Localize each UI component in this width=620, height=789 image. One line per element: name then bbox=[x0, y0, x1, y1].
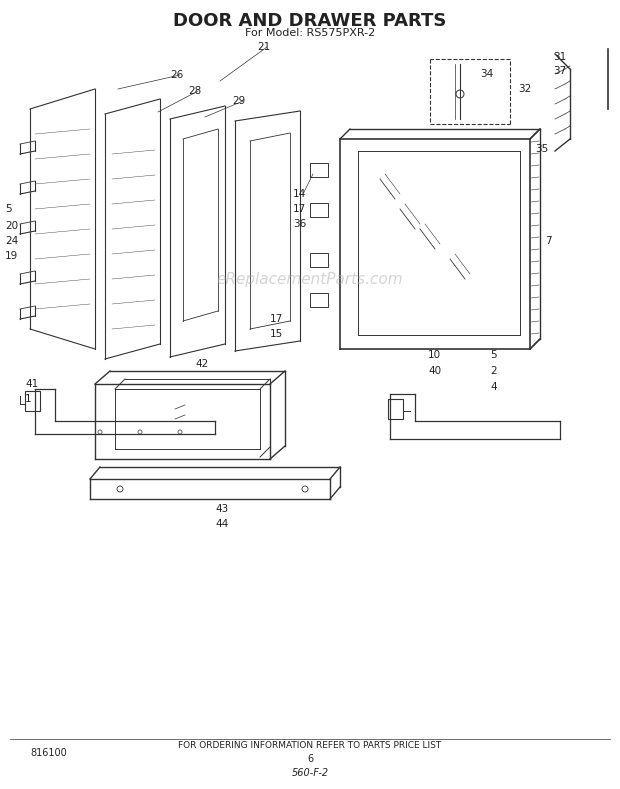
Text: 44: 44 bbox=[215, 519, 228, 529]
Text: 37: 37 bbox=[553, 66, 566, 76]
Bar bbox=[310, 203, 328, 217]
Text: 36: 36 bbox=[293, 219, 306, 229]
Text: 34: 34 bbox=[480, 69, 494, 79]
Bar bbox=[310, 163, 328, 177]
Text: 28: 28 bbox=[188, 86, 202, 96]
Text: FOR ORDERING INFORMATION REFER TO PARTS PRICE LIST: FOR ORDERING INFORMATION REFER TO PARTS … bbox=[179, 741, 441, 750]
Text: 5: 5 bbox=[490, 350, 497, 360]
Text: 43: 43 bbox=[215, 504, 228, 514]
Text: 7: 7 bbox=[545, 236, 552, 246]
Text: 42: 42 bbox=[195, 359, 208, 369]
Text: 4: 4 bbox=[490, 382, 497, 392]
Bar bbox=[388, 399, 403, 419]
Text: 1: 1 bbox=[25, 394, 32, 404]
Text: 5: 5 bbox=[5, 204, 12, 214]
Text: 6: 6 bbox=[307, 754, 313, 764]
Text: 560-F-2: 560-F-2 bbox=[291, 768, 329, 778]
Bar bbox=[25, 391, 40, 411]
Text: 816100: 816100 bbox=[30, 748, 67, 758]
Text: 17: 17 bbox=[293, 204, 306, 214]
Text: 15: 15 bbox=[270, 329, 283, 339]
Bar bbox=[310, 253, 328, 267]
Text: 21: 21 bbox=[257, 42, 270, 52]
Text: 24: 24 bbox=[5, 236, 18, 246]
Text: 10: 10 bbox=[428, 350, 441, 360]
Text: 2: 2 bbox=[490, 366, 497, 376]
Text: 29: 29 bbox=[232, 96, 246, 106]
Text: 17: 17 bbox=[270, 314, 283, 324]
Text: 40: 40 bbox=[428, 366, 441, 376]
Text: 14: 14 bbox=[293, 189, 306, 199]
Bar bbox=[310, 293, 328, 307]
Text: eReplacementParts.com: eReplacementParts.com bbox=[216, 271, 404, 286]
Text: DOOR AND DRAWER PARTS: DOOR AND DRAWER PARTS bbox=[174, 12, 446, 30]
Text: For Model: RS575PXR-2: For Model: RS575PXR-2 bbox=[245, 28, 375, 38]
Text: 41: 41 bbox=[25, 379, 38, 389]
Text: 26: 26 bbox=[170, 70, 184, 80]
Text: 19: 19 bbox=[5, 251, 18, 261]
Text: 31: 31 bbox=[553, 52, 566, 62]
Text: 20: 20 bbox=[5, 221, 18, 231]
Text: 35: 35 bbox=[535, 144, 548, 154]
Text: 32: 32 bbox=[518, 84, 531, 94]
